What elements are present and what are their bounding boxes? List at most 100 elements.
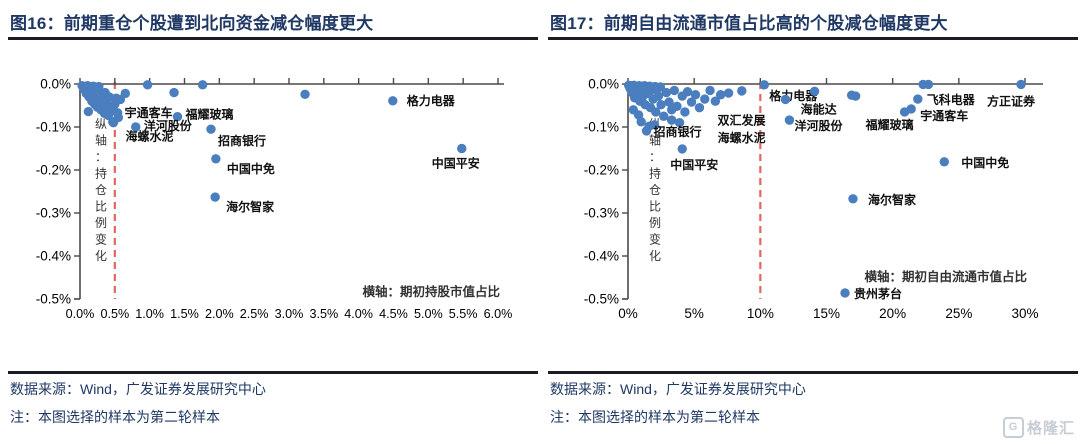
x-axis: 0.0% 0.5% 1.0% 1.5% 2.0% 2.5% 3.0% 3.5% 4.0% 4.5%… xyxy=(66,78,513,321)
figure-17-footer-rule xyxy=(548,371,1078,374)
label-洋河股份: 洋河股份 xyxy=(144,118,193,133)
svg-text:-0.2%: -0.2% xyxy=(584,163,619,178)
svg-text:例: 例 xyxy=(95,216,107,230)
svg-text:3.0%: 3.0% xyxy=(275,307,304,321)
svg-text:25%: 25% xyxy=(945,306,972,321)
figure-16-panel: 图16：前期重仓个股遭到北向资金减仓幅度更大 0.0% 0.5% 1.0% 1.5% 2… xyxy=(8,0,540,444)
figure-16-footer-rule xyxy=(8,371,538,374)
label-中国中免: 中国中免 xyxy=(961,155,1009,170)
svg-text:比: 比 xyxy=(649,200,661,214)
svg-text:变: 变 xyxy=(649,232,661,247)
label-福耀玻璃: 福耀玻璃 xyxy=(865,117,914,132)
data-points xyxy=(623,79,934,131)
svg-text:20%: 20% xyxy=(879,306,906,321)
figure-16-source: 数据来源：Wind，广发证券发展研究中心 xyxy=(10,381,266,397)
point-洋河股份 xyxy=(784,115,795,125)
label-宇通客车: 宇通客车 xyxy=(125,105,173,120)
figure-17-title: 图17：前期自由流通市值占比高的个股减仓幅度更大 xyxy=(550,14,948,33)
x-axis: 0% 5% 10% 15% 20% 25% 30% xyxy=(618,78,1039,321)
point-海螺水泥 xyxy=(108,118,119,128)
point-福耀玻璃 xyxy=(850,91,861,101)
svg-text:轴: 轴 xyxy=(95,133,107,148)
svg-text:-0.2%: -0.2% xyxy=(36,163,71,178)
svg-text:-0.3%: -0.3% xyxy=(584,206,619,221)
point-海能达 xyxy=(809,86,820,97)
label-招商银行: 招商银行 xyxy=(218,133,266,148)
svg-text:5.0%: 5.0% xyxy=(414,307,443,321)
point-中国平安 xyxy=(677,144,687,154)
gelonghui-logo-text: 格隆汇 xyxy=(1026,420,1075,437)
label-洋河股份: 洋河股份 xyxy=(794,118,843,133)
point-中国中免 xyxy=(939,157,949,167)
data-points xyxy=(77,80,310,127)
point-海尔智家 xyxy=(210,192,220,202)
horizontal-axis-note: 横轴：期初自由流通市值占比 xyxy=(864,269,1027,284)
point-宇通客车 xyxy=(906,104,916,114)
gelonghui-watermark: G 格隆汇 xyxy=(1002,417,1075,438)
label-宇通客车: 宇通客车 xyxy=(920,108,968,123)
point-中国中免 xyxy=(211,154,221,164)
point-格力电器 xyxy=(388,96,398,106)
svg-text:仓: 仓 xyxy=(95,183,107,197)
figure-16-title-rule xyxy=(8,37,538,40)
svg-text:比: 比 xyxy=(95,200,107,214)
svg-text:15%: 15% xyxy=(813,306,840,321)
svg-text:-0.5%: -0.5% xyxy=(584,292,619,307)
svg-text:-0.5%: -0.5% xyxy=(36,292,71,307)
label-海尔智家: 海尔智家 xyxy=(226,199,275,214)
label-海螺水泥: 海螺水泥 xyxy=(718,130,766,145)
svg-text:：: ： xyxy=(95,150,107,164)
figure-17-source: 数据来源：Wind，广发证券发展研究中心 xyxy=(550,381,806,397)
label-中国平安: 中国平安 xyxy=(670,157,718,172)
figure-17-title-rule xyxy=(548,37,1078,40)
svg-text:-0.4%: -0.4% xyxy=(36,249,71,264)
label-飞科电器: 飞科电器 xyxy=(927,92,976,107)
labeled-points: 格力电器海能达双汇发展 洋河股份招商银行 海螺水泥中国平安福耀玻璃宇通客车飞科电器方… xyxy=(641,79,1036,301)
svg-text:例: 例 xyxy=(649,216,661,230)
svg-text:0.0%: 0.0% xyxy=(66,307,95,321)
svg-text:化: 化 xyxy=(649,249,661,263)
label-双汇发展: 双汇发展 xyxy=(717,112,765,127)
figure-16-title: 图16：前期重仓个股遭到北向资金减仓幅度更大 xyxy=(10,14,374,33)
figure-17-panel: 图17：前期自由流通市值占比高的个股减仓幅度更大 0% 5% 10% 15% 20% 25… xyxy=(548,0,1080,444)
figure-16-scatter-chart: 0.0% 0.5% 1.0% 1.5% 2.0% 2.5% 3.0% 3.5% 4.0% 4.5%… xyxy=(36,77,513,322)
svg-text:-0.3%: -0.3% xyxy=(36,206,71,221)
gelonghui-logo-icon: G xyxy=(1002,417,1024,438)
svg-text:-0.1%: -0.1% xyxy=(584,120,619,135)
svg-text:持: 持 xyxy=(95,166,107,181)
svg-text:-0.4%: -0.4% xyxy=(584,249,619,264)
figure-16-note: 注：本图选择的样本为第二轮样本 xyxy=(10,409,220,425)
point-飞科电器 xyxy=(913,94,923,104)
svg-text:3.5%: 3.5% xyxy=(309,307,338,321)
svg-text:纵: 纵 xyxy=(95,117,107,131)
svg-text:2.0%: 2.0% xyxy=(205,307,234,321)
label-格力电器: 格力电器 xyxy=(407,93,456,108)
svg-text:0.0%: 0.0% xyxy=(588,77,619,92)
point-招商银行 xyxy=(206,124,216,134)
label-中国中免: 中国中免 xyxy=(227,161,275,176)
svg-text:仓: 仓 xyxy=(649,183,661,197)
svg-text:1.5%: 1.5% xyxy=(170,307,199,321)
svg-text:0.5%: 0.5% xyxy=(100,307,129,321)
point-海螺水泥 xyxy=(666,115,677,125)
svg-text:：: ： xyxy=(649,150,661,164)
point-宇通客车 xyxy=(112,108,123,118)
y-axis: 0.0% -0.1% -0.2% -0.3% -0.4% -0.5% xyxy=(584,77,628,307)
svg-text:30%: 30% xyxy=(1011,306,1038,321)
point-中国平安 xyxy=(457,143,467,154)
label-招商银行: 招商银行 xyxy=(654,124,702,139)
point-方正证券 xyxy=(1016,79,1026,90)
svg-text:6.0%: 6.0% xyxy=(484,307,513,321)
point-双汇发展 xyxy=(780,94,791,105)
horizontal-axis-note: 横轴：期初持股市值占比 xyxy=(362,284,500,299)
label-方正证券: 方正证券 xyxy=(987,93,1036,108)
point-洋河股份 xyxy=(131,122,141,132)
svg-text:4.0%: 4.0% xyxy=(344,307,373,321)
point-海尔智家 xyxy=(848,194,858,204)
axes xyxy=(627,83,1043,299)
svg-text:变: 变 xyxy=(95,232,107,247)
point-招商银行 xyxy=(641,126,652,136)
svg-text:化: 化 xyxy=(95,249,107,263)
